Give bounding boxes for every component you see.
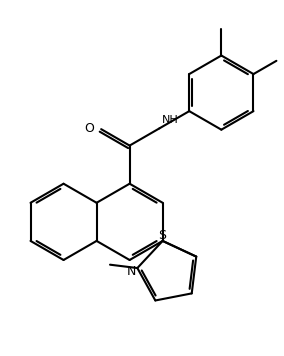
Text: O: O: [84, 122, 94, 135]
Text: NH: NH: [162, 115, 178, 125]
Text: S: S: [158, 229, 166, 242]
Text: N: N: [127, 265, 136, 278]
